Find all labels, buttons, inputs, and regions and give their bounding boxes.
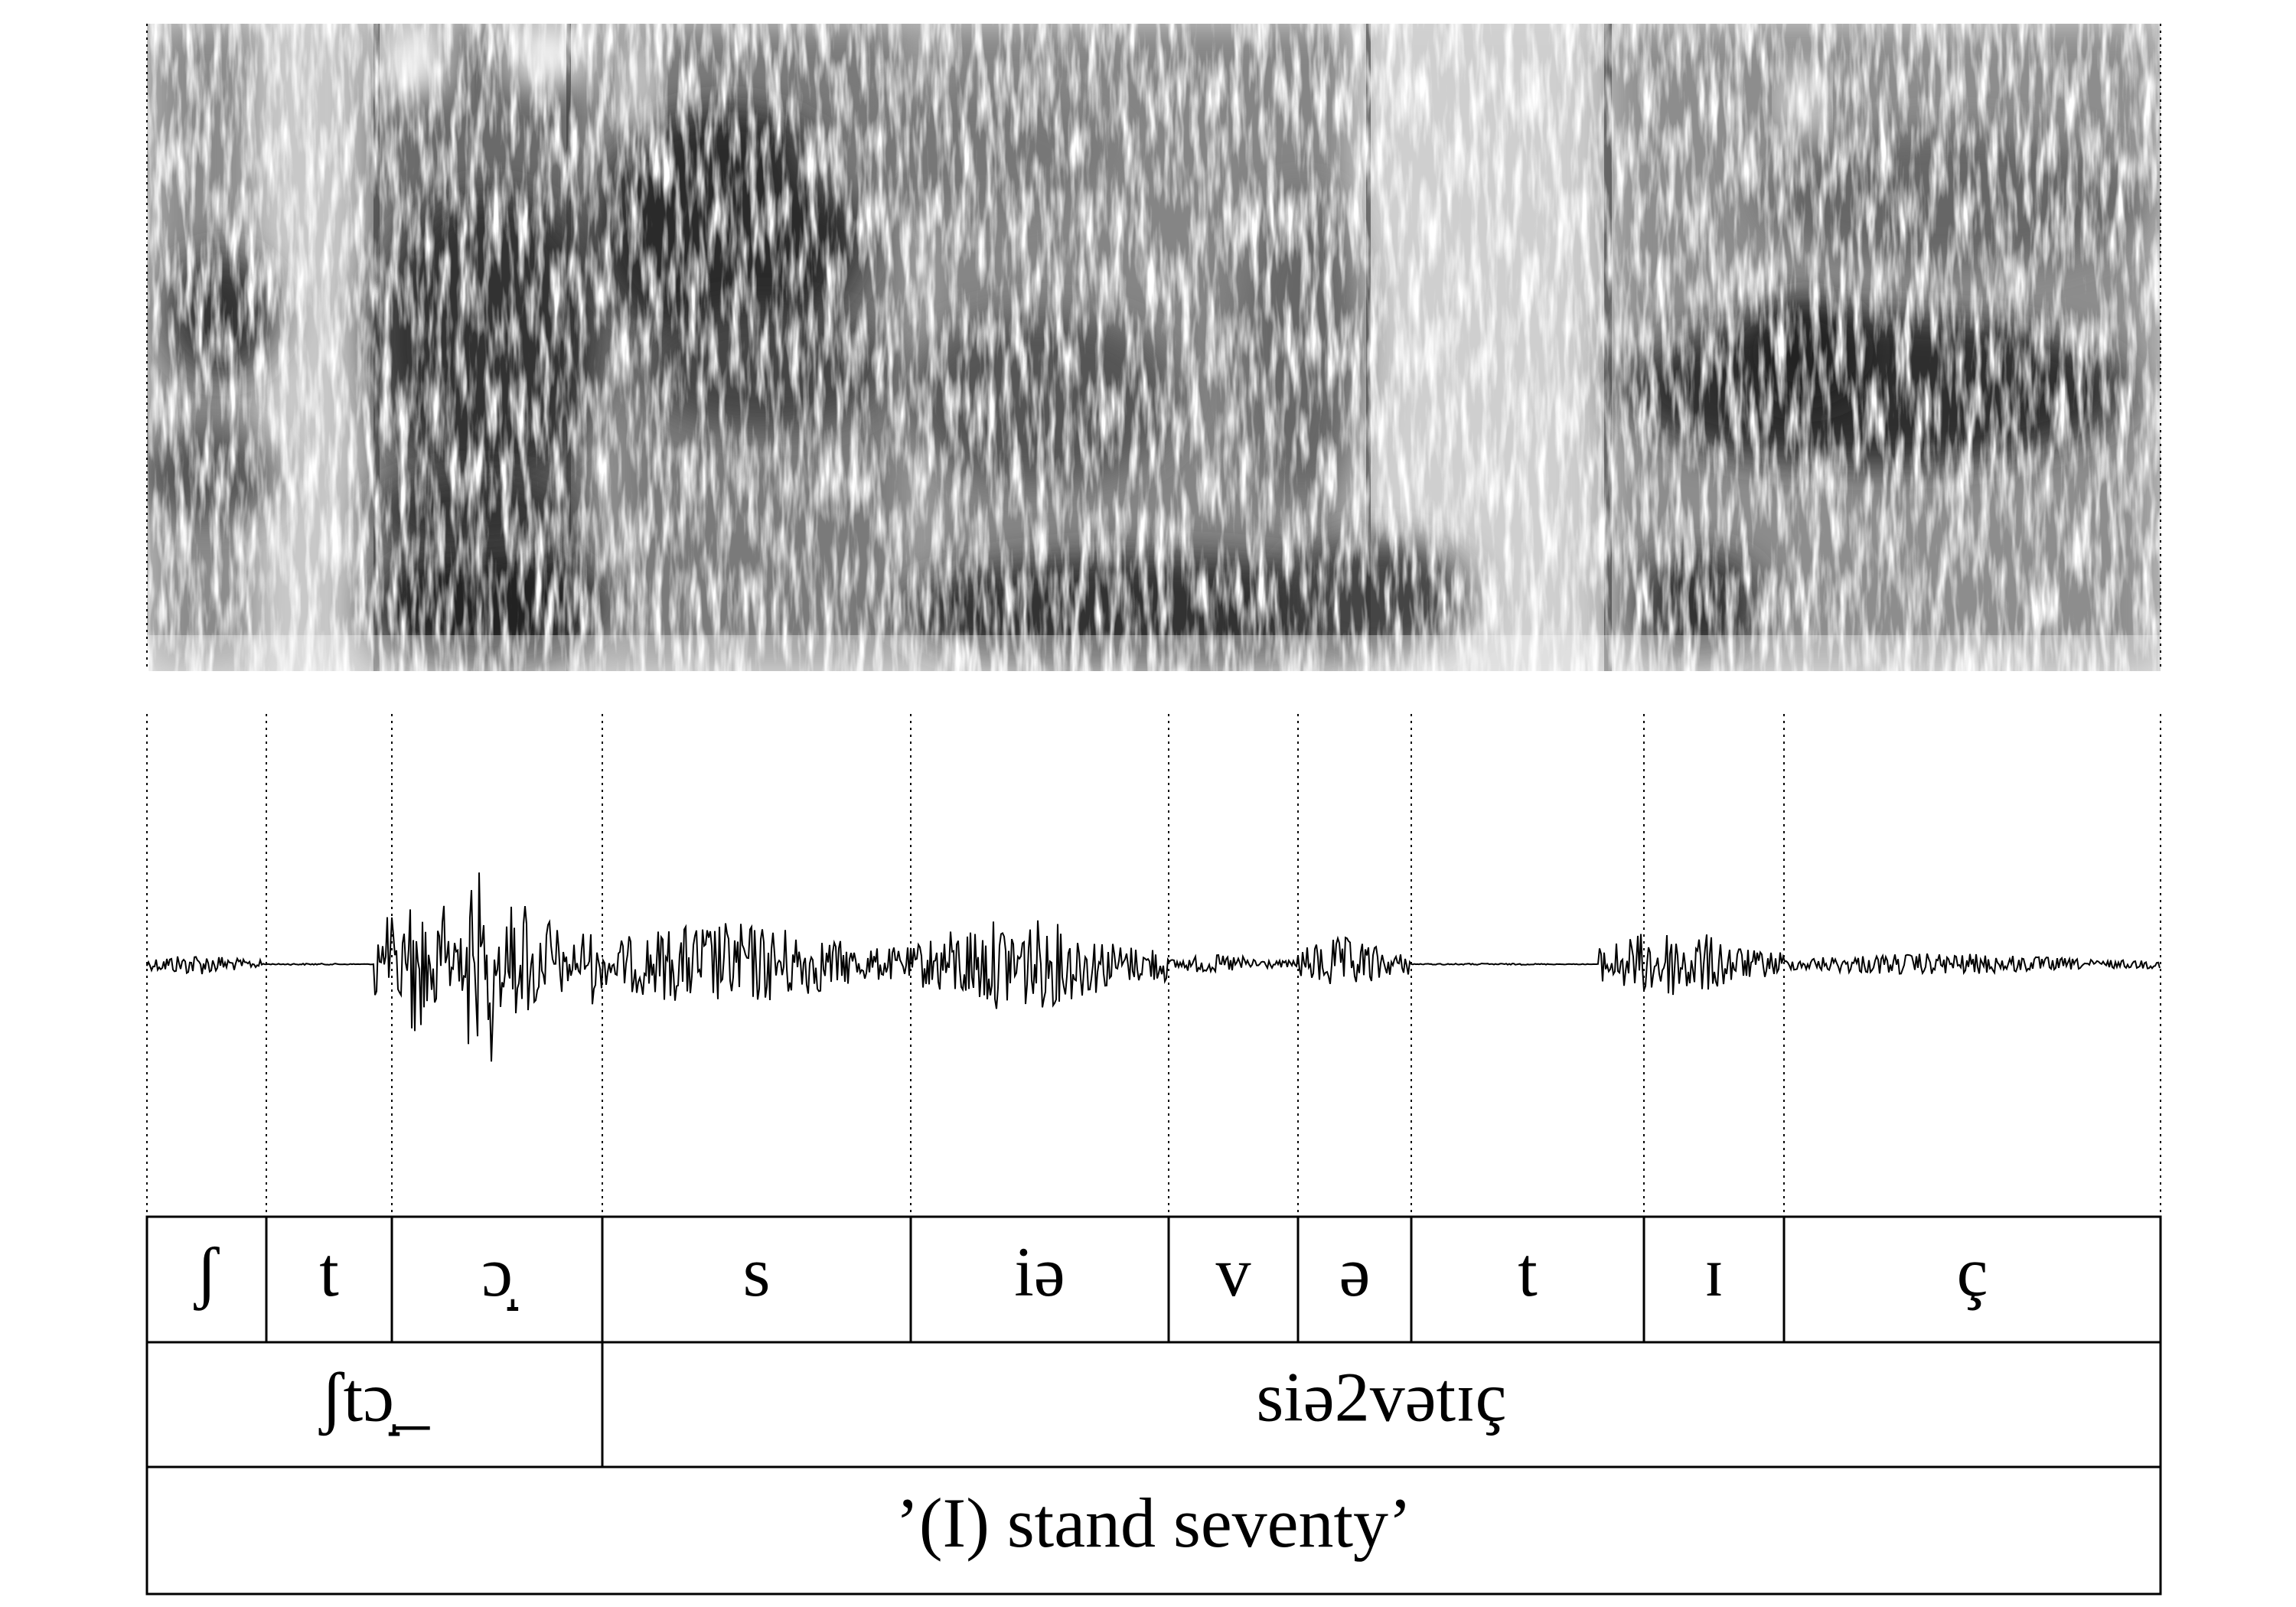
tier-frame [145, 1215, 2162, 1596]
annotation-tiers: ʃ t ɔ̝ s iə v ə t ɪ ç ʃtɔ̝_ siə2vətɪç ’(I) stand sev… [145, 1215, 2162, 1596]
word-label: siə2vətɪç [1257, 1358, 1507, 1436]
spectrogram-texture [147, 24, 2161, 671]
segment-label: t [1518, 1233, 1538, 1311]
segment-label: ə [1339, 1233, 1371, 1311]
spectrogram [147, 24, 2161, 671]
segment-label: ɔ̝ [481, 1233, 519, 1311]
segment-label: ʃ [194, 1233, 220, 1311]
segment-label: v [1216, 1233, 1251, 1311]
waveform-trace [146, 872, 2161, 1062]
gloss-label: ’(I) stand seventy’ [895, 1484, 1411, 1562]
spectrogram-fade [147, 635, 2161, 671]
segment-label: ɪ [1704, 1233, 1724, 1311]
segment-label: ç [1957, 1233, 1988, 1311]
waveform [146, 872, 2161, 1062]
segment-label: t [319, 1233, 339, 1311]
word-label: ʃtɔ̝_ [318, 1358, 430, 1436]
segment-label: iə [1014, 1233, 1065, 1311]
boundary-lines [146, 24, 2161, 1217]
segment-label: s [743, 1233, 771, 1311]
